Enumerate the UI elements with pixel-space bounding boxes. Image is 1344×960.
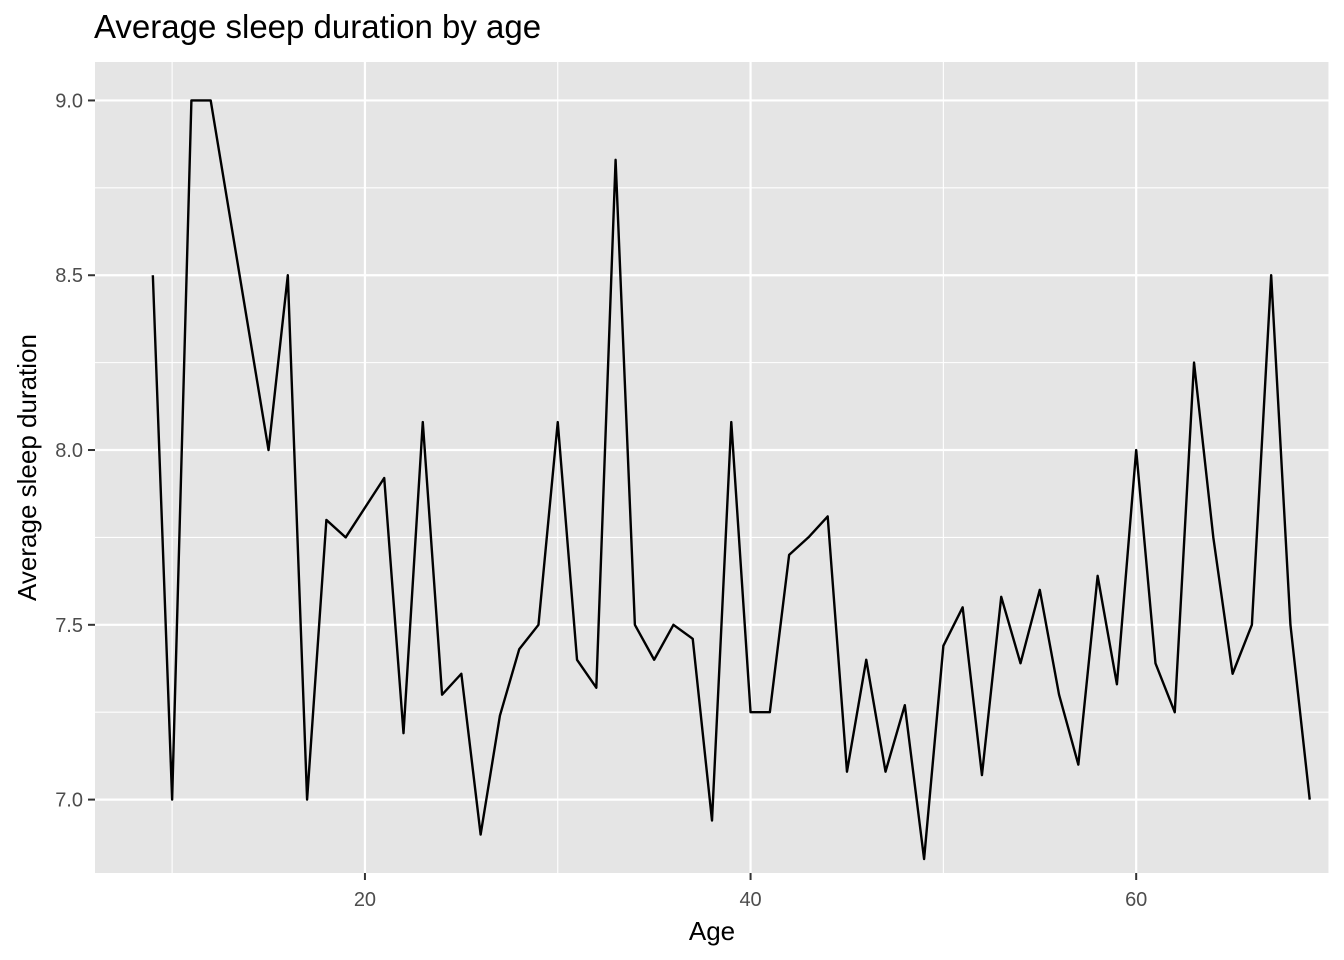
y-tick-label: 7.5 [55, 615, 83, 637]
chart-title: Average sleep duration by age [94, 8, 542, 45]
x-tick-label: 20 [354, 889, 376, 911]
minor-gridlines [95, 62, 1330, 873]
x-tick-label: 60 [1125, 889, 1147, 911]
y-axis-label: Average sleep duration [12, 334, 42, 601]
series-line [151, 99, 1311, 861]
y-axis-ticks: 7.0 7.5 8.0 8.5 9.0 [55, 90, 95, 812]
y-tick-label: 8.0 [55, 440, 83, 462]
plot-panel [95, 62, 1329, 873]
x-axis-label: Age [689, 916, 735, 946]
y-tick-label: 7.0 [55, 790, 83, 812]
x-axis-ticks: 20 40 60 [354, 873, 1147, 911]
y-tick-label: 9.0 [55, 90, 83, 112]
x-tick-label: 40 [739, 889, 761, 911]
major-gridlines [95, 62, 1329, 873]
y-tick-label: 8.5 [55, 265, 83, 287]
